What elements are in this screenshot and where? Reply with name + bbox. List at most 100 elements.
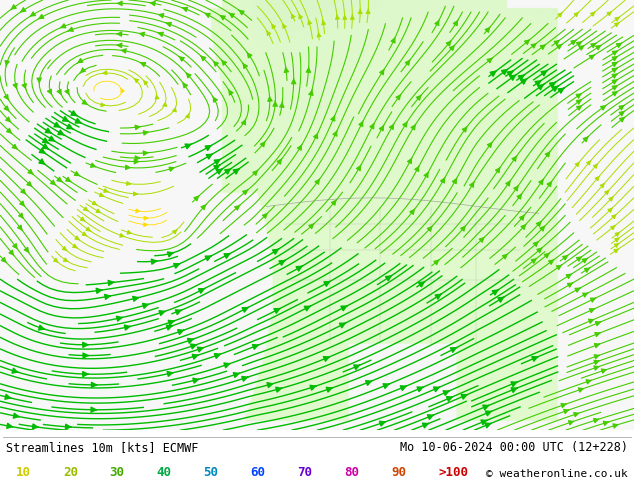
FancyArrowPatch shape <box>427 226 432 231</box>
FancyArrowPatch shape <box>166 23 171 26</box>
FancyArrowPatch shape <box>83 353 89 358</box>
FancyArrowPatch shape <box>443 391 450 395</box>
FancyArrowPatch shape <box>539 179 543 185</box>
FancyArrowPatch shape <box>424 172 429 177</box>
FancyArrowPatch shape <box>538 84 544 90</box>
FancyArrowPatch shape <box>496 167 500 173</box>
FancyArrowPatch shape <box>104 189 108 193</box>
FancyArrowPatch shape <box>531 43 536 48</box>
FancyArrowPatch shape <box>400 386 406 391</box>
FancyArrowPatch shape <box>507 71 514 76</box>
FancyArrowPatch shape <box>595 321 600 326</box>
FancyArrowPatch shape <box>612 91 618 96</box>
FancyArrowPatch shape <box>583 136 588 142</box>
FancyArrowPatch shape <box>274 308 280 313</box>
Text: Mo 10-06-2024 00:00 UTC (12+228): Mo 10-06-2024 00:00 UTC (12+228) <box>399 441 628 454</box>
FancyArrowPatch shape <box>586 380 592 384</box>
FancyArrowPatch shape <box>166 325 172 330</box>
FancyArrowPatch shape <box>578 388 583 392</box>
FancyArrowPatch shape <box>229 13 235 18</box>
FancyArrowPatch shape <box>273 100 277 106</box>
FancyArrowPatch shape <box>252 344 259 349</box>
FancyArrowPatch shape <box>197 347 204 352</box>
FancyArrowPatch shape <box>205 146 212 150</box>
FancyArrowPatch shape <box>198 289 205 293</box>
FancyArrowPatch shape <box>224 253 230 258</box>
FancyArrowPatch shape <box>558 12 562 17</box>
FancyArrowPatch shape <box>134 78 139 83</box>
FancyArrowPatch shape <box>96 288 102 294</box>
FancyArrowPatch shape <box>544 253 550 258</box>
Text: 90: 90 <box>391 466 406 479</box>
FancyArrowPatch shape <box>488 142 493 147</box>
FancyArrowPatch shape <box>358 9 362 14</box>
FancyArrowPatch shape <box>67 124 73 129</box>
FancyArrowPatch shape <box>172 107 176 112</box>
FancyArrowPatch shape <box>4 106 9 111</box>
FancyArrowPatch shape <box>485 423 491 428</box>
FancyArrowPatch shape <box>27 181 32 187</box>
FancyArrowPatch shape <box>332 200 337 205</box>
FancyArrowPatch shape <box>579 46 585 50</box>
FancyArrowPatch shape <box>366 381 372 385</box>
FancyArrowPatch shape <box>595 333 600 337</box>
FancyArrowPatch shape <box>339 323 346 328</box>
FancyArrowPatch shape <box>408 158 412 164</box>
FancyArrowPatch shape <box>470 181 474 187</box>
FancyArrowPatch shape <box>391 37 395 43</box>
FancyArrowPatch shape <box>11 5 16 9</box>
FancyArrowPatch shape <box>487 58 493 63</box>
FancyArrowPatch shape <box>191 344 197 349</box>
FancyArrowPatch shape <box>331 115 335 121</box>
FancyArrowPatch shape <box>63 258 68 262</box>
FancyArrowPatch shape <box>531 258 536 263</box>
FancyArrowPatch shape <box>535 80 541 86</box>
FancyArrowPatch shape <box>7 423 13 428</box>
FancyArrowPatch shape <box>200 56 206 61</box>
FancyArrowPatch shape <box>351 14 354 19</box>
FancyArrowPatch shape <box>299 14 302 19</box>
FancyArrowPatch shape <box>143 131 148 135</box>
FancyArrowPatch shape <box>91 163 96 167</box>
FancyArrowPatch shape <box>379 421 385 426</box>
FancyArrowPatch shape <box>239 10 244 15</box>
FancyArrowPatch shape <box>83 371 88 377</box>
FancyArrowPatch shape <box>450 45 455 50</box>
FancyArrowPatch shape <box>612 214 616 219</box>
FancyArrowPatch shape <box>57 89 61 95</box>
FancyArrowPatch shape <box>143 151 148 155</box>
Text: 40: 40 <box>157 466 172 479</box>
Text: 80: 80 <box>344 466 359 479</box>
FancyArrowPatch shape <box>261 141 266 147</box>
FancyArrowPatch shape <box>410 209 415 215</box>
FancyArrowPatch shape <box>133 296 139 301</box>
FancyArrowPatch shape <box>417 95 422 100</box>
FancyArrowPatch shape <box>614 23 619 26</box>
FancyArrowPatch shape <box>12 145 18 149</box>
FancyArrowPatch shape <box>615 232 619 236</box>
FancyArrowPatch shape <box>262 213 268 219</box>
FancyArrowPatch shape <box>462 126 467 132</box>
FancyArrowPatch shape <box>75 236 79 240</box>
FancyArrowPatch shape <box>136 209 140 213</box>
FancyArrowPatch shape <box>80 68 86 73</box>
FancyArrowPatch shape <box>268 96 272 101</box>
FancyArrowPatch shape <box>4 95 9 100</box>
FancyArrowPatch shape <box>13 244 18 249</box>
FancyArrowPatch shape <box>583 293 588 297</box>
FancyArrowPatch shape <box>135 156 140 160</box>
FancyArrowPatch shape <box>612 85 618 90</box>
FancyArrowPatch shape <box>60 24 66 28</box>
FancyArrowPatch shape <box>383 384 389 389</box>
FancyArrowPatch shape <box>296 266 302 271</box>
FancyArrowPatch shape <box>39 325 44 330</box>
FancyArrowPatch shape <box>81 217 85 221</box>
FancyArrowPatch shape <box>283 24 287 28</box>
FancyArrowPatch shape <box>556 265 562 270</box>
FancyArrowPatch shape <box>612 79 618 84</box>
FancyArrowPatch shape <box>91 407 96 412</box>
FancyArrowPatch shape <box>65 89 69 95</box>
FancyArrowPatch shape <box>172 229 177 234</box>
FancyArrowPatch shape <box>333 130 337 136</box>
FancyArrowPatch shape <box>590 309 595 313</box>
